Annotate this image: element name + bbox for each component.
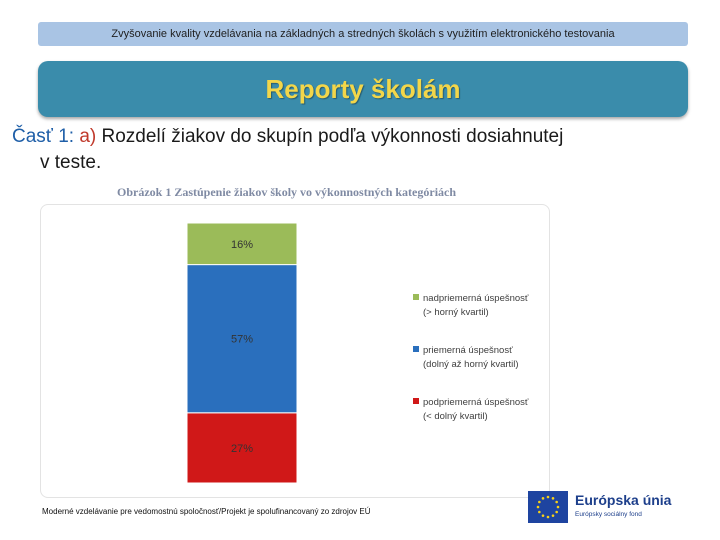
heading-text-line2: v teste. [40,152,102,173]
part-label: Časť 1: [12,126,75,147]
project-banner: Zvyšovanie kvality vzdelávania na základ… [38,22,688,46]
legend-label-2-line1: priemerná úspešnosť [423,345,513,356]
legend-swatch-1 [413,294,419,300]
bar-segment-1 [186,412,298,484]
data-label-1: 27% [231,443,253,455]
legend-label-2-line2: (dolný až horný kvartil) [423,359,519,370]
legend-label-1-line2: (> horný kvartil) [423,307,489,318]
item-letter: a) [79,126,97,147]
eu-subtitle: Európsky sociálny fond [575,511,642,518]
legend-label-3-line2: (< dolný kvartil) [423,411,488,422]
bar-segment-3 [186,222,298,266]
heading-text-line1: Rozdelí žiakov do skupín podľa výkonnost… [101,126,564,147]
slide-title: Reporty školám [265,74,461,104]
eu-title: Európska únia [575,492,672,508]
chart-frame: 27% 57% 16% nadpriemerná úspešnosť (> horný … [40,204,550,498]
figure-caption: Obrázok 1 Zastúpenie žiakov školy vo výk… [117,185,457,199]
data-label-2: 57% [231,334,253,346]
section-heading: Časť 1: a) Rozdelí žiakov do skupín podľ… [12,124,712,176]
footer-note: Moderné vzdelávanie pre vedomostnú spolo… [42,507,371,516]
eu-flag-icon [528,491,568,523]
eu-logo: Európska únia Európsky sociálny fond [528,491,718,523]
legend-swatch-3 [413,398,419,404]
bar-segment-2 [186,264,298,414]
legend-swatch-2 [413,346,419,352]
slide-title-bar: Reporty školám [38,61,688,117]
data-label-3: 16% [231,239,253,251]
legend-label-1-line1: nadpriemerná úspešnosť [423,293,529,304]
stacked-bar-chart: 27% 57% 16% nadpriemerná úspešnosť (> horný … [186,222,529,484]
legend-label-3-line1: podpriemerná úspešnosť [423,397,529,408]
